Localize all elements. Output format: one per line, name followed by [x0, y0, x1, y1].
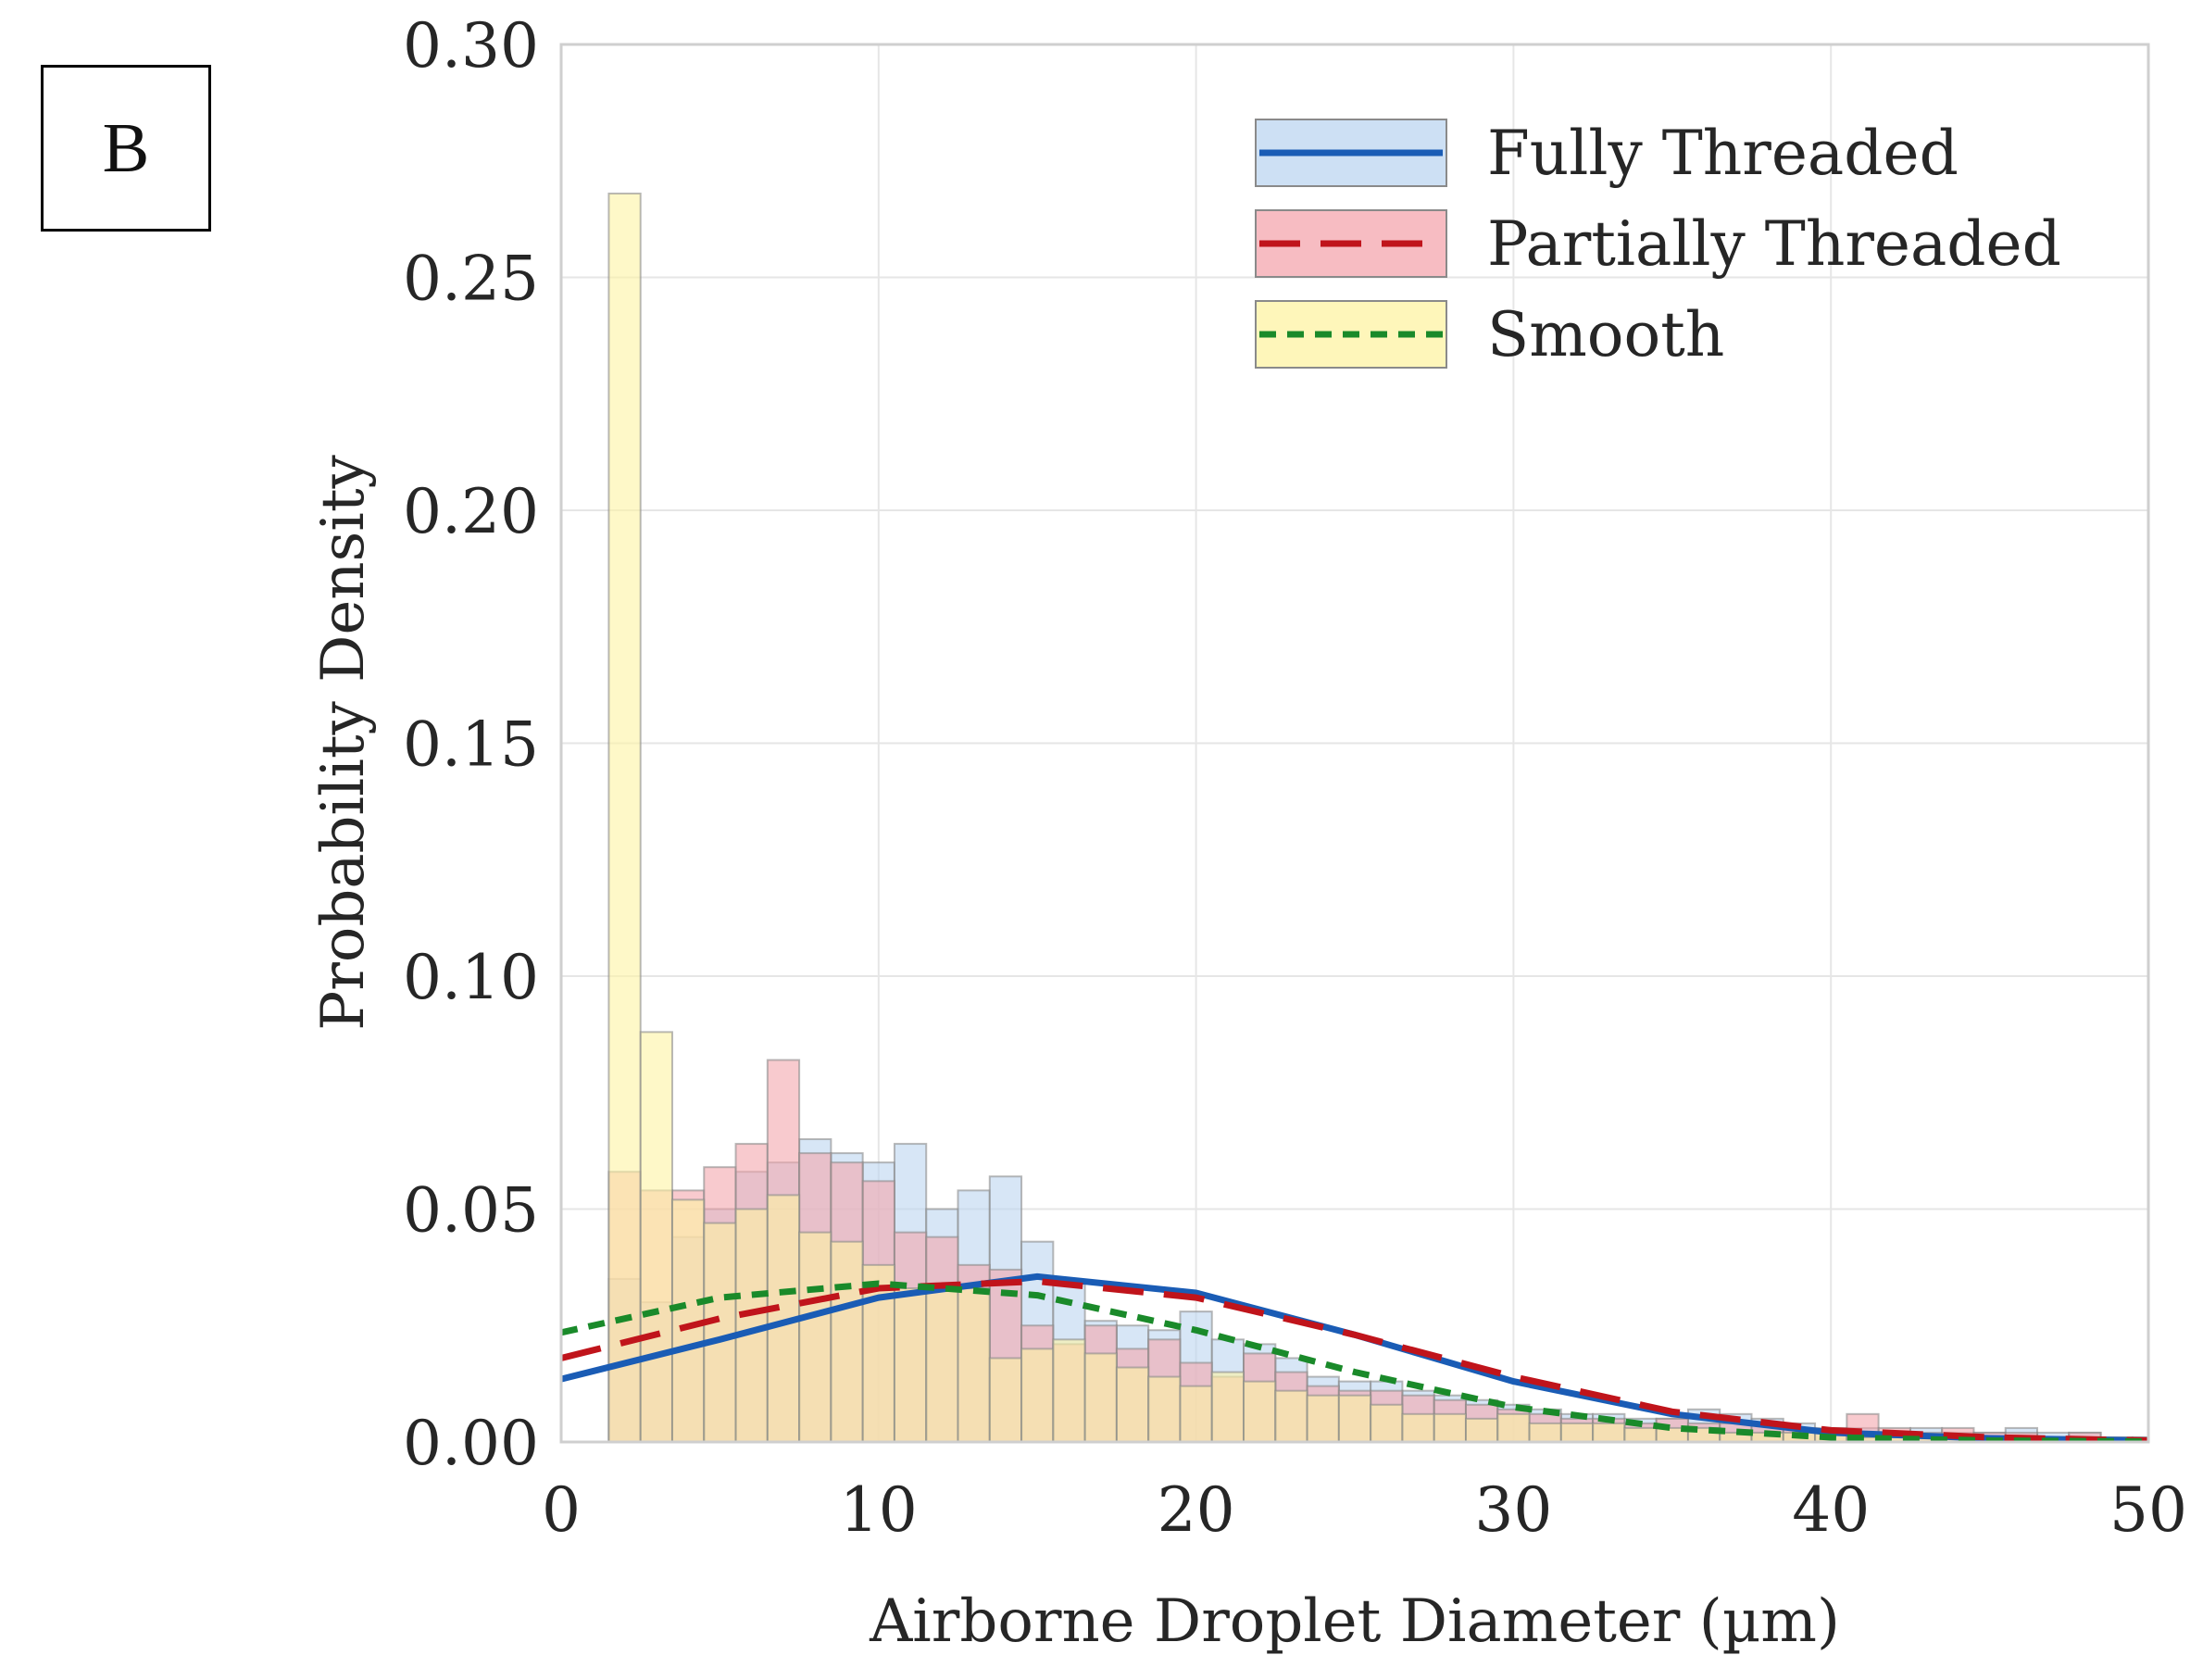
bar-smooth: [1052, 1338, 1086, 1442]
bar-smooth: [893, 1287, 928, 1442]
bar-smooth: [1020, 1348, 1055, 1442]
bar-smooth: [1274, 1389, 1308, 1442]
bar-smooth: [798, 1231, 832, 1442]
bar-smooth: [639, 1031, 673, 1442]
bar-smooth: [1464, 1417, 1499, 1442]
y-tick-label: 0.10: [403, 942, 539, 1013]
bar-smooth: [830, 1240, 864, 1442]
y-tick-label: 0.15: [403, 709, 539, 781]
bar-smooth: [1243, 1380, 1277, 1442]
y-tick-label: 0.25: [403, 244, 539, 315]
bar-smooth: [925, 1287, 959, 1442]
x-tick-label: 50: [2109, 1474, 2187, 1546]
legend-label: Smooth: [1487, 299, 1724, 370]
bar-smooth: [1147, 1375, 1182, 1442]
legend: Fully Threaded Partially Threaded Smooth: [1255, 118, 2061, 370]
bar-smooth: [988, 1357, 1023, 1442]
x-tick-label: 30: [1474, 1474, 1552, 1546]
panel-label: B: [41, 65, 211, 232]
bar-smooth: [1528, 1422, 1562, 1442]
y-tick-label: 0.20: [403, 476, 539, 547]
bar-smooth: [1306, 1394, 1340, 1442]
y-tick-label: 0.00: [403, 1408, 539, 1479]
bar-smooth: [1559, 1422, 1595, 1442]
bar-smooth: [1370, 1403, 1404, 1442]
y-axis-title: Probability Density: [309, 455, 378, 1031]
bar-smooth: [1083, 1352, 1118, 1442]
bar-smooth: [703, 1222, 737, 1442]
bar-smooth: [1496, 1412, 1531, 1442]
x-tick-label: 10: [840, 1474, 918, 1546]
x-tick-label: 20: [1158, 1474, 1235, 1546]
x-tick-label: 0: [542, 1474, 581, 1546]
bar-smooth: [1210, 1371, 1245, 1442]
bar-smooth: [957, 1287, 991, 1442]
x-axis-title: Airborne Droplet Diameter (µm): [869, 1587, 1840, 1656]
bar-smooth: [1179, 1385, 1213, 1442]
x-tick-label: 40: [1792, 1474, 1870, 1546]
y-tick-label: 0.30: [403, 10, 539, 81]
legend-label: Fully Threaded: [1487, 118, 1959, 189]
bar-smooth: [1401, 1412, 1435, 1442]
axis-ticks: 0.00 0.05 0.10 0.15 0.20 0.25 0.30 0 10 20 30 40 50: [403, 10, 2187, 1546]
fit-line-partially-threaded: [561, 1278, 2148, 1442]
plot-frame: [559, 43, 2150, 1444]
fit-curves: [561, 1273, 2148, 1442]
bar-smooth: [1337, 1394, 1372, 1442]
legend-label: Partially Threaded: [1487, 208, 2061, 280]
bar-smooth: [1115, 1366, 1150, 1442]
bar-smooth: [1433, 1412, 1467, 1442]
bar-smooth: [1592, 1422, 1626, 1442]
fit-line-smooth: [561, 1280, 2148, 1442]
bar-smooth: [1623, 1426, 1658, 1442]
y-tick-label: 0.05: [403, 1175, 539, 1247]
bar-smooth: [607, 192, 642, 1442]
